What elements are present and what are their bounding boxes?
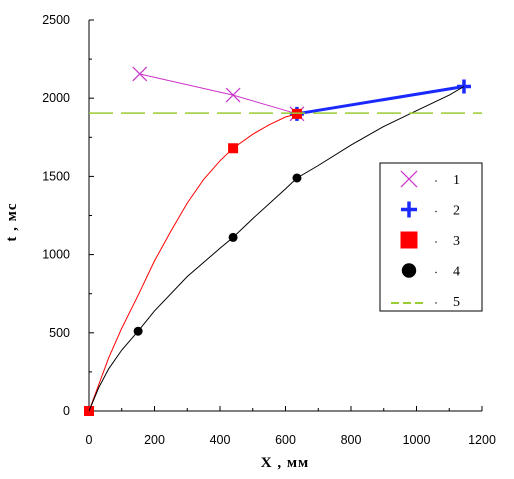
legend-dot	[435, 180, 437, 182]
plus-marker	[456, 79, 471, 94]
x-tick-label: 400	[210, 433, 231, 447]
legend-label: 3	[453, 234, 460, 249]
x-axis-title: X , мм	[261, 455, 310, 471]
series-4-line	[88, 86, 465, 412]
series-2-line	[296, 85, 465, 116]
x-marker	[225, 87, 241, 103]
legend-item-1: 1	[400, 170, 460, 188]
legend-label: 2	[453, 204, 460, 219]
y-tick-label: 1500	[42, 169, 70, 183]
x-tick-label: 600	[275, 433, 296, 447]
x-marker	[132, 66, 148, 82]
x-marker	[400, 170, 418, 188]
circle-marker	[228, 232, 238, 242]
x-tick-label: 1000	[403, 433, 431, 447]
legend-label: 4	[453, 265, 460, 280]
y-tick-label: 2500	[42, 13, 70, 27]
legend: 1 2 3 4 5	[379, 162, 483, 312]
y-tick-label: 500	[49, 326, 70, 340]
series-4	[88, 86, 465, 412]
circle-marker	[401, 263, 417, 278]
series-3	[84, 108, 302, 416]
series-2	[289, 79, 471, 121]
plot-area: 0 200 400 600 800 1000 1200 050010001500200025…	[42, 13, 496, 447]
legend-item-3: 3	[400, 231, 460, 249]
series-1-line	[139, 73, 298, 115]
x-axis-ticks: 0 200 400 600 800 1000 1200	[86, 406, 496, 447]
legend-label: 1	[453, 173, 460, 188]
legend-dot	[435, 302, 437, 304]
y-tick-label: 0	[63, 404, 70, 418]
y-tick-label: 1000	[42, 248, 70, 262]
series-3-line	[88, 113, 298, 412]
x-tick-label: 200	[144, 433, 165, 447]
y-axis-title: t , мс	[4, 202, 20, 241]
legend-dot	[435, 241, 437, 243]
legend-item-2: 2	[400, 201, 460, 219]
legend-item-5: 5	[391, 295, 460, 310]
x-tick-label: 1200	[468, 433, 496, 447]
x-tick-label: 800	[341, 433, 362, 447]
y-axis-ticks: 0 500 1000 1500 2000 2500	[42, 13, 94, 418]
legend-dot	[435, 271, 437, 274]
circle-marker	[292, 173, 302, 183]
y-tick-label: 2000	[42, 91, 70, 105]
legend-dot	[435, 210, 437, 213]
circle-marker	[133, 326, 143, 336]
legend-box	[379, 162, 483, 312]
square-marker	[228, 143, 239, 154]
plus-marker	[400, 201, 418, 218]
legend-item-4: 4	[401, 263, 460, 280]
x-tick-label: 0	[86, 433, 93, 447]
square-marker	[400, 231, 418, 249]
legend-label: 5	[453, 295, 460, 310]
series-layer	[84, 66, 482, 416]
